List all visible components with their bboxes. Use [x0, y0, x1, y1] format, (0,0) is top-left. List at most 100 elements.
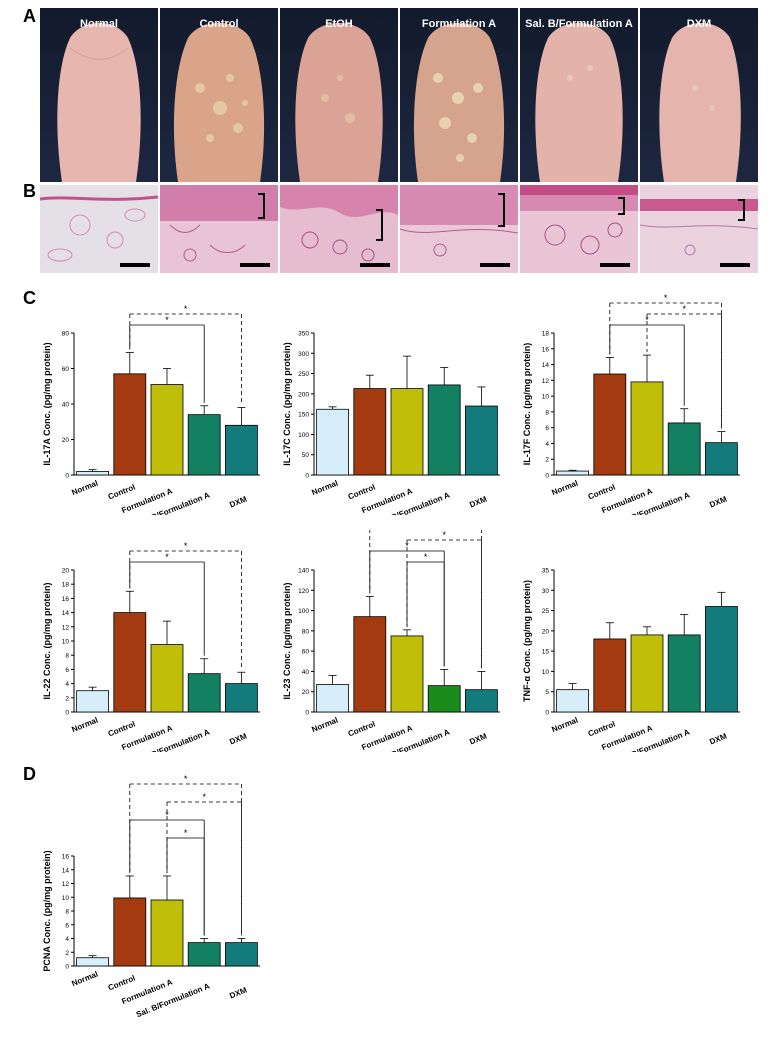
bar-control	[113, 612, 147, 713]
bar-dxm	[225, 424, 258, 476]
y-tick-label: 20	[62, 568, 70, 575]
y-tick-label: 0	[65, 710, 69, 717]
y-tick-label: 250	[298, 371, 309, 378]
photo-row: Normal Control EtOH Formulation A Sal. B…	[40, 0, 758, 183]
y-tick-label: 6	[65, 667, 69, 674]
x-tick-label: Normal	[550, 479, 579, 498]
y-tick-label: 2	[545, 457, 549, 464]
bar-formulation-a	[390, 388, 424, 476]
bar-control	[593, 638, 627, 713]
chart-il17a: 0 20 40 60 80 IL-17A Conc. (pg/mg protein) Nor…	[42, 304, 260, 515]
bar-control	[113, 897, 147, 967]
panel-label-c: C	[23, 288, 36, 308]
y-tick-label: 4	[65, 936, 69, 943]
bar-control	[353, 388, 387, 476]
y-tick-label: 2	[65, 695, 69, 702]
y-tick-label: 50	[302, 452, 310, 459]
significance-star: *	[165, 810, 169, 820]
histology-normal	[40, 185, 158, 273]
mouse-photo-dxm: DXM	[640, 8, 758, 182]
bar-normal	[76, 690, 109, 713]
x-tick-label: Control	[587, 720, 617, 739]
y-tick-label: 350	[298, 331, 309, 338]
bar-normal	[316, 408, 349, 476]
y-tick-label: 0	[545, 473, 549, 480]
y-tick-label: 40	[62, 402, 70, 409]
x-tick-label: Control	[107, 720, 137, 739]
y-tick-label: 300	[298, 351, 309, 358]
y-tick-label: 0	[305, 473, 309, 480]
y-tick-label: 60	[302, 649, 310, 656]
y-tick-label: 200	[298, 391, 309, 398]
mouse-photo-normal: Normal	[40, 8, 158, 182]
significance-star: *	[424, 552, 428, 562]
significance-star: *	[184, 304, 188, 314]
y-tick-label: 12	[62, 624, 70, 631]
photo-label-dxm: DXM	[686, 18, 712, 30]
bar-control	[593, 373, 627, 476]
x-tick-label: Normal	[70, 479, 99, 498]
x-tick-label: DXM	[708, 494, 728, 509]
bar-formulation-a	[630, 381, 664, 476]
histology-sal-b-formulation-a	[520, 185, 638, 273]
x-tick-label: DXM	[468, 494, 488, 509]
x-tick-label: Control	[587, 483, 617, 502]
bar-sal-b-formulation-a	[187, 414, 221, 476]
significance-star: *	[202, 792, 206, 802]
photo-label-sal-b: Sal. B/Formulation A	[525, 18, 633, 30]
bar-dxm	[705, 442, 738, 476]
chart-il23: 0 20 40 60 80 100 120 140 IL-23 Conc. (pg/mg pro…	[282, 530, 500, 752]
y-tick-label: 20	[542, 628, 550, 635]
chart-il17c: 0 50 100 150 200 250 300 350 IL-17C Conc. (pg/mg…	[282, 331, 500, 515]
y-tick-label: 80	[302, 628, 310, 635]
significance-star: *	[645, 315, 649, 325]
y-tick-label: 35	[542, 568, 550, 575]
scale-bar	[360, 263, 390, 267]
y-tick-label: 120	[298, 588, 309, 595]
x-tick-label: Control	[347, 483, 377, 502]
significance-star: *	[405, 541, 409, 551]
scale-bar	[600, 263, 630, 267]
bar-sal-b-formulation-a	[667, 634, 701, 713]
y-tick-label: 4	[65, 681, 69, 688]
y-axis-label: IL-17C Conc. (pg/mg protein)	[282, 342, 292, 466]
bar-sal-b-formulation-a	[427, 384, 461, 476]
histology-dxm	[640, 185, 758, 273]
x-tick-label: DXM	[228, 731, 248, 746]
y-tick-label: 15	[542, 649, 550, 656]
y-tick-label: 0	[545, 710, 549, 717]
chart-il17f: 0 2 4 6 8 10 12 14 16 18 IL-17F Conc. (pg/mg prote…	[522, 293, 740, 515]
y-tick-label: 18	[62, 582, 70, 589]
panel-label-d: D	[23, 764, 36, 784]
y-tick-label: 5	[545, 689, 549, 696]
y-tick-label: 2	[65, 950, 69, 957]
y-axis-label: IL-22 Conc. (pg/mg protein)	[42, 583, 52, 700]
y-tick-label: 12	[542, 378, 550, 385]
y-tick-label: 30	[542, 588, 550, 595]
bar-dxm	[465, 689, 498, 713]
epidermis-bracket	[738, 199, 745, 221]
y-tick-label: 0	[65, 964, 69, 971]
significance-star: *	[184, 774, 188, 784]
bar-normal	[76, 957, 109, 967]
y-tick-label: 18	[542, 331, 550, 338]
x-tick-label: DXM	[228, 494, 248, 509]
y-tick-label: 10	[62, 895, 70, 902]
bar-control	[353, 616, 387, 713]
significance-star: *	[664, 293, 668, 303]
y-axis-label: IL-17A Conc. (pg/mg protein)	[42, 342, 52, 465]
photo-label-etoh: EtOH	[325, 18, 353, 30]
scale-bar	[120, 263, 150, 267]
bar-normal	[556, 689, 589, 713]
y-tick-label: 10	[542, 394, 550, 401]
y-tick-label: 25	[542, 608, 550, 615]
bar-control	[113, 373, 147, 476]
x-tick-label: Normal	[310, 716, 339, 735]
y-tick-label: 140	[298, 568, 309, 575]
x-tick-label: Normal	[310, 479, 339, 498]
y-tick-label: 8	[65, 653, 69, 660]
y-tick-label: 40	[302, 669, 310, 676]
epidermis-bracket	[258, 193, 265, 219]
bar-sal-b-formulation-a	[427, 685, 461, 713]
scale-bar	[480, 263, 510, 267]
